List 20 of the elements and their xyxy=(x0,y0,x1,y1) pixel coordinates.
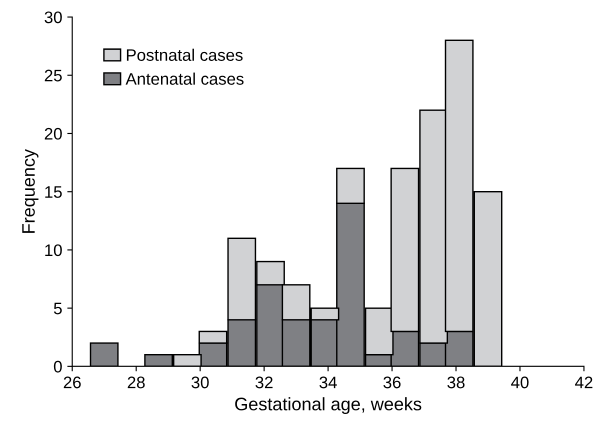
y-tick-label: 30 xyxy=(44,11,62,24)
y-tick-label: 10 xyxy=(45,244,62,256)
legend-label: Antenatal cases xyxy=(126,72,244,85)
y-tick-label: 25 xyxy=(44,70,62,82)
x-tick-label: 40 xyxy=(511,376,529,388)
x-tick-label: 32 xyxy=(255,376,273,388)
y-tick-label: 5 xyxy=(54,302,62,314)
legend-label: Postnatal cases xyxy=(126,48,243,61)
x-tick-label: 28 xyxy=(128,376,145,388)
y-tick-label: 15 xyxy=(45,186,62,198)
y-tick-label: 20 xyxy=(44,128,62,140)
x-tick-label: 42 xyxy=(575,376,592,388)
x-tick-label: 36 xyxy=(383,376,401,388)
x-tick-label: 38 xyxy=(447,376,465,388)
x-tick-label: 26 xyxy=(64,376,81,388)
x-axis-title: Gestational age, weeks xyxy=(235,397,422,414)
x-tick-label: 30 xyxy=(192,376,209,388)
y-axis-title: Frequency xyxy=(22,149,38,233)
y-tick-label: 0 xyxy=(54,360,62,373)
x-tick-label: 34 xyxy=(319,376,337,388)
